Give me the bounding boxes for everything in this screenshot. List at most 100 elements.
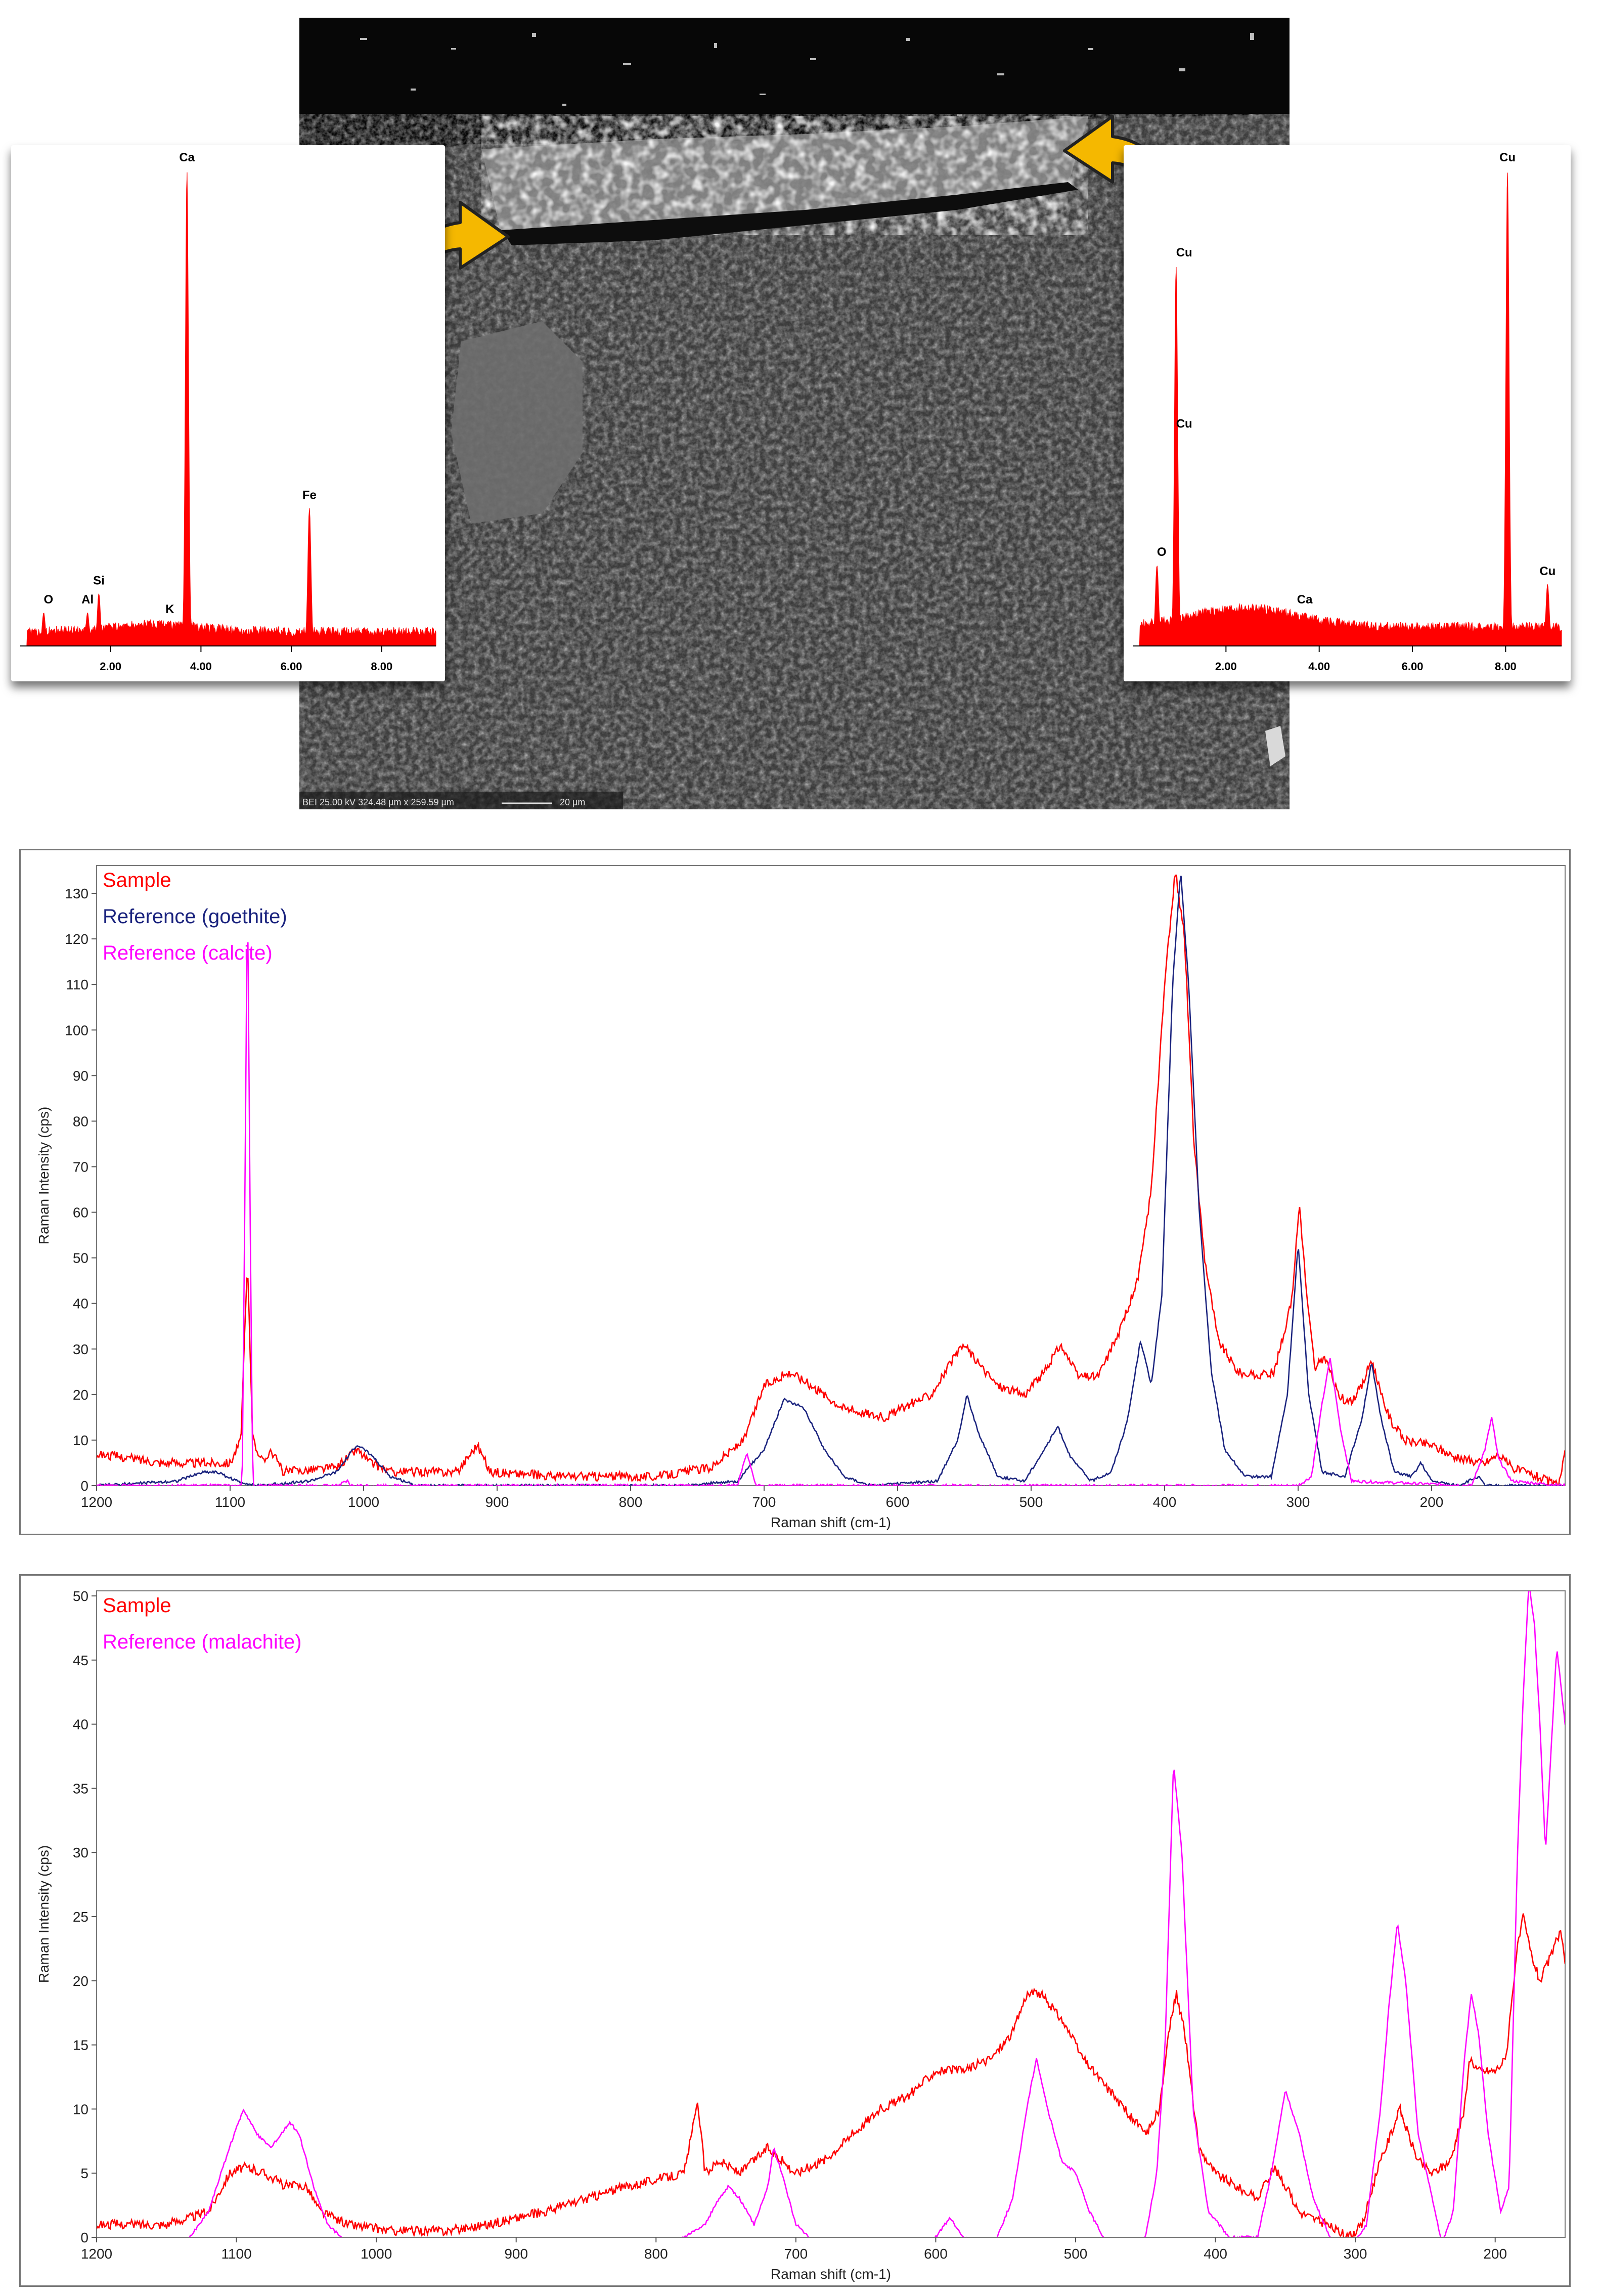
x-tick-label: 400 — [1204, 2246, 1227, 2262]
y-tick-label: 40 — [73, 1717, 88, 1732]
x-axis-label: Raman shift (cm-1) — [771, 2266, 891, 2282]
y-tick-label: 110 — [66, 977, 88, 992]
series-line-2 — [97, 942, 1565, 1486]
sem-image-svg: BEI 25.00 kV 324.48 µm x 259.59 µm 20 µm — [299, 18, 1290, 809]
x-tick-label: 300 — [1286, 1494, 1310, 1510]
legend-entry: Sample — [103, 1594, 171, 1617]
eds-peak-label: O — [43, 593, 53, 607]
x-tick-label: 600 — [886, 1494, 910, 1510]
x-tick-label: 300 — [1344, 2246, 1367, 2262]
x-tick-label: 900 — [504, 2246, 528, 2262]
y-tick-label: 50 — [73, 1250, 88, 1266]
y-tick-label: 90 — [73, 1068, 88, 1084]
eds-panel-right: 2.00 4.00 6.00 8.00 O Cu Cu Ca Cu Cu — [1124, 145, 1571, 681]
y-tick-label: 35 — [73, 1781, 88, 1796]
x-tick-label: 200 — [1483, 2246, 1507, 2262]
eds-right-chart: 2.00 4.00 6.00 8.00 O Cu Cu Ca Cu Cu — [1133, 151, 1562, 673]
y-tick-label: 25 — [73, 1909, 88, 1925]
plot-area — [96, 865, 1566, 1486]
y-tick-label: 80 — [73, 1113, 88, 1129]
eds-peak-label: Cu — [1539, 565, 1555, 578]
y-tick-label: 60 — [73, 1205, 88, 1221]
x-tick-label: 1100 — [215, 1494, 245, 1510]
y-tick-label: 0 — [80, 1478, 88, 1494]
x-tick-label: 1000 — [348, 1494, 379, 1510]
series-line-1 — [97, 876, 1565, 1486]
raman-chart-2-frame: 0 5 10 15 20 25 30 35 40 45 50 1200 1100 1000 900 800 70… — [19, 1574, 1571, 2287]
sem-scale-text: 20 µm — [560, 797, 585, 807]
sem-crust-gap — [502, 182, 1078, 245]
y-axis-label: Raman Intensity (cps) — [36, 1845, 52, 1983]
eds-tick-label: 8.00 — [371, 660, 392, 673]
eds-peak-label: O — [1157, 545, 1167, 559]
sem-crust-texture — [481, 116, 1088, 235]
y-tick-label: 40 — [73, 1296, 88, 1312]
sem-resin-particles — [360, 33, 1254, 116]
legend-entry: Reference (calcite) — [103, 942, 273, 964]
x-tick-label: 1100 — [221, 2246, 251, 2262]
y-tick-label: 20 — [73, 1973, 88, 1989]
eds-peak-label: Cu — [1176, 246, 1192, 259]
eds-peak-label: Ca — [179, 151, 195, 164]
eds-tick-label: 4.00 — [1308, 660, 1330, 673]
raman-chart-1: 0 10 20 30 40 50 60 70 80 90 100 110 120 130 1200 1100 1… — [36, 865, 1566, 1530]
eds-peak-label: Si — [93, 574, 105, 588]
x-axis-label: Raman shift (cm-1) — [771, 1514, 891, 1530]
eds-peak-label: Cu — [1499, 151, 1516, 164]
sem-inclusion — [451, 321, 583, 524]
x-tick-label: 1200 — [81, 1494, 112, 1510]
x-tick-label: 900 — [485, 1494, 509, 1510]
plot-area — [96, 1590, 1566, 2238]
y-tick-label: 70 — [73, 1159, 88, 1175]
sem-info-text: BEI 25.00 kV 324.48 µm x 259.59 µm — [302, 797, 454, 807]
sem-specimen-texture-dark — [299, 114, 1290, 809]
eds-spectrum — [1133, 172, 1562, 646]
x-tick-label: 600 — [924, 2246, 948, 2262]
series-line-0 — [97, 1913, 1565, 2237]
eds-spectrum — [20, 172, 436, 646]
y-axis-label: Raman Intensity (cps) — [36, 1107, 52, 1244]
legend-entry: Sample — [103, 869, 171, 891]
x-tick-label: 800 — [619, 1494, 643, 1510]
x-tick-label: 800 — [644, 2246, 668, 2262]
x-tick-label: 700 — [752, 1494, 776, 1510]
y-tick-label: 50 — [73, 1588, 88, 1604]
eds-peak-label: Al — [81, 593, 94, 607]
eds-peak-label: Ca — [1297, 593, 1313, 607]
y-tick-label: 10 — [73, 1433, 88, 1448]
x-tick-label: 200 — [1420, 1494, 1444, 1510]
x-tick-label: 500 — [1064, 2246, 1088, 2262]
y-tick-label: 130 — [65, 886, 88, 901]
y-tick-label: 15 — [73, 2038, 88, 2053]
eds-tick-label: 6.00 — [1402, 660, 1424, 673]
eds-left-chart: 2.00 4.00 6.00 8.00 O Al Si K Ca Fe — [20, 151, 436, 673]
eds-tick-label: 2.00 — [100, 660, 121, 673]
eds-panel-left: 2.00 4.00 6.00 8.00 O Al Si K Ca Fe — [11, 145, 445, 681]
x-tick-label: 400 — [1153, 1494, 1177, 1510]
legend-entry: Reference (malachite) — [103, 1631, 302, 1653]
eds-peak-label: Fe — [302, 488, 317, 502]
sem-info-bar — [299, 792, 623, 809]
y-tick-label: 0 — [80, 2230, 88, 2245]
eds-tick-label: 4.00 — [190, 660, 212, 673]
legend-entry: Reference (goethite) — [103, 905, 287, 928]
x-tick-label: 700 — [784, 2246, 808, 2262]
y-tick-label: 100 — [65, 1022, 88, 1038]
y-tick-label: 10 — [73, 2101, 88, 2117]
raman-chart-2: 0 5 10 15 20 25 30 35 40 45 50 1200 1100 1000 900 800 70… — [36, 1588, 1566, 2282]
x-tick-label: 1200 — [81, 2246, 112, 2262]
y-tick-label: 5 — [80, 2165, 88, 2181]
eds-peak-label: K — [165, 602, 174, 616]
y-tick-label: 20 — [73, 1387, 88, 1403]
y-tick-label: 45 — [73, 1653, 88, 1668]
eds-tick-label: 8.00 — [1495, 660, 1517, 673]
eds-peak-label: Cu — [1176, 417, 1192, 430]
x-tick-label: 500 — [1019, 1494, 1043, 1510]
y-tick-label: 30 — [73, 1341, 88, 1357]
series-line-1 — [189, 1591, 1565, 2237]
x-tick-label: 1000 — [361, 2246, 392, 2262]
raman-chart-1-frame: 0 10 20 30 40 50 60 70 80 90 100 110 120 130 1200 1100 1… — [19, 849, 1571, 1535]
y-tick-label: 30 — [73, 1845, 88, 1860]
y-tick-label: 120 — [65, 931, 88, 947]
sem-particle — [1265, 726, 1285, 766]
